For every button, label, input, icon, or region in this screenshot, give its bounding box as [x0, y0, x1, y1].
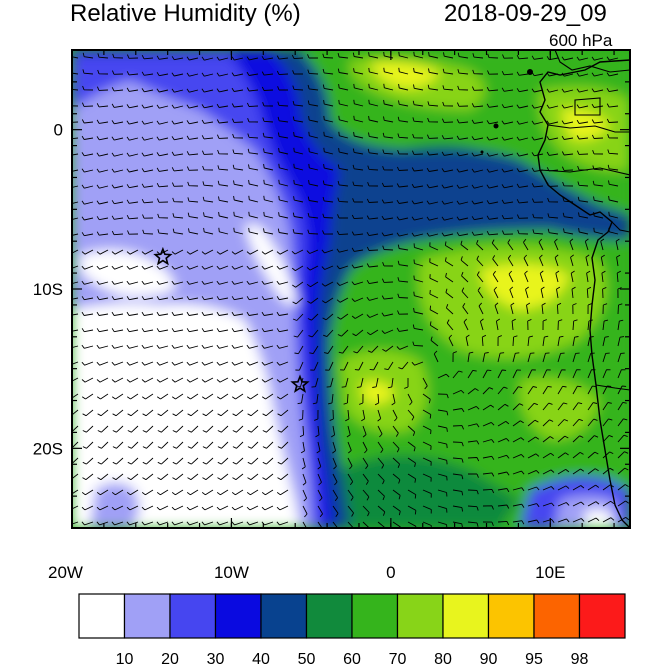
axis-labels: 20W 10W 0 10E 0 10S 20S — [33, 121, 566, 582]
colorbar-label: 70 — [389, 651, 407, 667]
colorbar-label: 90 — [480, 651, 498, 667]
station-markers — [153, 246, 310, 393]
colorbar-swatch — [578, 593, 626, 639]
colorbar-swatch — [214, 593, 262, 639]
colorbar-swatch — [305, 593, 353, 639]
x-tick-label: 10E — [535, 563, 565, 582]
colorbar-swatch — [260, 593, 308, 639]
colorbar-label: 60 — [343, 651, 361, 667]
colorbar-label: 95 — [525, 651, 543, 667]
colorbar-labels: 10 20 30 40 50 60 70 80 90 95 98 — [116, 651, 589, 667]
colorbar-label: 40 — [252, 651, 270, 667]
x-tick-label: 10W — [214, 563, 249, 582]
wind-barbs — [72, 51, 630, 528]
colorbar-swatch — [396, 593, 444, 639]
colorbar-swatch — [351, 593, 399, 639]
colorbar-label: 50 — [298, 651, 316, 667]
map-title: Relative Humidity (%) — [70, 0, 301, 27]
colorbar-label: 30 — [207, 651, 225, 667]
country-borders — [539, 50, 630, 391]
colorbar-label: 80 — [434, 651, 452, 667]
valid-date: 2018-09-29_09 — [444, 0, 607, 27]
colorbar-label: 98 — [571, 651, 589, 667]
colorbar-label: 20 — [161, 651, 179, 667]
colorbar — [78, 593, 626, 639]
coastline — [537, 59, 630, 528]
island — [493, 123, 499, 129]
island — [527, 69, 533, 75]
colorbar-swatch — [487, 593, 535, 639]
star-marker-1 — [153, 246, 173, 266]
island — [480, 150, 484, 154]
colorbar-swatch — [169, 593, 217, 639]
humidity-field — [72, 50, 630, 528]
y-tick-label: 0 — [54, 121, 63, 140]
colorbar-swatch — [533, 593, 581, 639]
star-marker-2 — [290, 374, 310, 393]
colorbar-swatch — [123, 593, 171, 639]
x-tick-label: 0 — [386, 563, 395, 582]
y-tick-label: 20S — [33, 439, 63, 458]
axis-ticks — [71, 49, 630, 529]
y-tick-label: 10S — [33, 280, 63, 299]
pressure-level: 600 hPa — [549, 31, 613, 50]
wind-barb-field — [72, 51, 630, 528]
colorbar-label: 10 — [116, 651, 134, 667]
colorbar-swatch — [78, 593, 126, 639]
colorbar-swatch — [442, 593, 490, 639]
x-tick-label: 20W — [48, 563, 83, 582]
